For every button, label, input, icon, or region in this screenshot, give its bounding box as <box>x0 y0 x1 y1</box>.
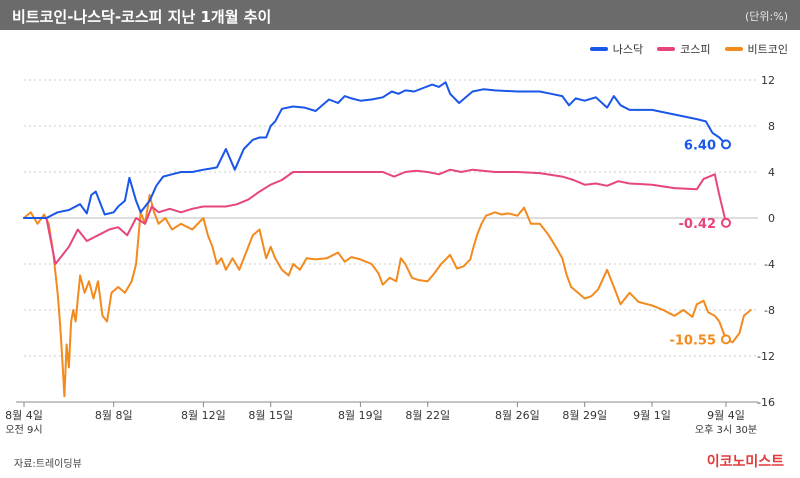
end-marker-0 <box>721 139 731 150</box>
x-tick-sublabel: 오전 9시 <box>5 424 42 436</box>
source-note: 자료:트레이딩뷰 <box>14 459 82 470</box>
legend-label-nasdaq: 나스닥 <box>612 43 644 56</box>
series-line-1 <box>23 168 727 265</box>
x-tick-label: 8월 26일 <box>495 408 540 422</box>
legend-swatch-nasdaq <box>589 47 608 51</box>
legend-label-kospi: 코스피 <box>680 43 711 56</box>
title-bar: 비트코인-나스닥-코스피 지난 1개월 추이 (단위:%) <box>0 0 800 30</box>
brand-logo: 이코노미스트 <box>706 454 784 470</box>
end-marker-2 <box>721 334 731 345</box>
legend: 나스닥 코스피 비트코인 <box>589 41 788 57</box>
x-tick-label: 8월 29일 <box>562 408 607 422</box>
y-tick-label: -16 <box>757 396 775 409</box>
y-tick-label: 0 <box>768 212 775 225</box>
x-tick-label: 8월 4일 <box>5 408 43 422</box>
y-tick-label: 4 <box>768 166 775 179</box>
legend-swatch-kospi <box>657 47 676 51</box>
x-tick-label: 8월 19일 <box>338 408 383 422</box>
x-tick-label: 8월 8일 <box>95 408 133 422</box>
end-value-label-1: -0.42 <box>679 217 716 232</box>
y-tick-label: -4 <box>764 258 775 271</box>
end-value-label-0: 6.40 <box>684 138 716 153</box>
legend-item-nasdaq: 나스닥 <box>589 41 644 57</box>
x-tick-label: 9월 1일 <box>633 408 671 422</box>
series-line-0 <box>23 81 727 219</box>
end-marker-1 <box>721 217 731 228</box>
legend-label-bitcoin: 비트코인 <box>747 43 788 56</box>
legend-item-kospi: 코스피 <box>657 41 711 57</box>
y-tick-label: 8 <box>768 120 775 133</box>
y-tick-label: -8 <box>764 304 775 317</box>
x-tick-sublabel: 오후 3시 30분 <box>695 424 757 436</box>
legend-item-bitcoin: 비트코인 <box>724 41 788 57</box>
x-tick-label: 8월 12일 <box>181 408 226 422</box>
x-tick-label: 8월 15일 <box>248 408 293 422</box>
x-tick-label: 9월 4일 <box>707 408 745 422</box>
end-value-label-2: -10.55 <box>669 333 716 348</box>
unit-label: (단위:%) <box>745 10 788 23</box>
y-tick-label: -12 <box>757 350 775 363</box>
chart-title: 비트코인-나스닥-코스피 지난 1개월 추이 <box>12 8 272 26</box>
x-tick-label: 8월 22일 <box>405 408 450 422</box>
legend-swatch-bitcoin <box>724 47 743 51</box>
series-line-2 <box>23 194 752 398</box>
y-tick-label: 12 <box>761 74 775 87</box>
